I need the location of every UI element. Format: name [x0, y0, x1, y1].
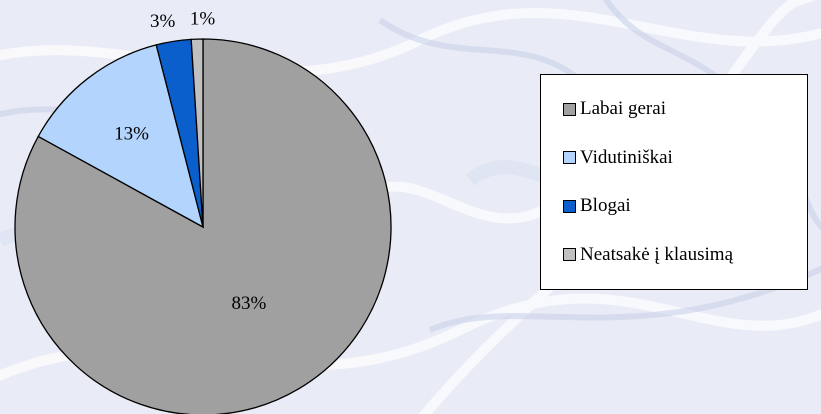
legend-label: Neatsakė į klausimą [580, 243, 734, 265]
slice-percent-label: 13% [114, 123, 149, 144]
pie-slice [37, 44, 205, 229]
slice-percent-label: 83% [232, 293, 267, 314]
legend-label: Labai gerai [580, 98, 666, 120]
slice-labels: 83% 13% 3% 1% [114, 9, 266, 314]
legend-swatch [563, 248, 576, 262]
slice-percent-label: 3% [150, 11, 176, 32]
legend-swatch [563, 199, 576, 213]
legend-item: Blogai [563, 195, 807, 217]
legend-item: Neatsakė į klausimą [563, 244, 807, 266]
legend: Labai gerai Vidutiniškai Blogai Neatsakė… [540, 74, 808, 290]
pie-slices [14, 38, 392, 414]
legend-item: Vidutiniškai [563, 147, 807, 169]
pie-slice [190, 38, 204, 228]
legend-item: Labai gerai [563, 98, 807, 120]
legend-label: Blogai [580, 195, 631, 217]
slice-percent-label: 1% [190, 9, 216, 30]
legend-swatch [563, 151, 576, 165]
legend-swatch [563, 102, 576, 116]
legend-label: Vidutiniškai [580, 146, 673, 168]
